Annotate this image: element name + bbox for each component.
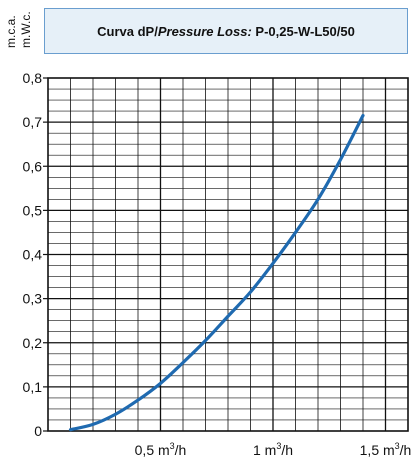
y-tick-label: 0,8 (23, 70, 43, 86)
title-italic: Pressure Loss: (157, 23, 252, 39)
chart-title-box: Curva dP/Pressure Loss: P-0,25-W-L50/50 (44, 8, 408, 54)
title-suffix: P-0,25-W-L50/50 (251, 23, 355, 39)
y-tick-label: 0,4 (23, 247, 43, 263)
pressure-loss-curve (68, 113, 365, 432)
y-tick-label: 0,3 (23, 291, 43, 307)
chart-title: Curva dP/Pressure Loss: P-0,25-W-L50/50 (97, 24, 355, 39)
y-tick-label: 0,1 (23, 379, 43, 395)
title-prefix: Curva dP/ (97, 23, 158, 39)
y-tick-label: 0,5 (23, 202, 43, 218)
y-tick-label: 0,2 (23, 335, 43, 351)
x-tick-label: 1,5 m3/h (360, 441, 412, 458)
x-tick-label: 0,5 m3/h (135, 441, 187, 458)
y-tick-label: 0,6 (23, 158, 43, 174)
x-tick-label: 1 m3/h (253, 441, 293, 458)
y-tick-label: 0 (34, 423, 42, 439)
y-tick-label: 0,7 (23, 114, 43, 130)
